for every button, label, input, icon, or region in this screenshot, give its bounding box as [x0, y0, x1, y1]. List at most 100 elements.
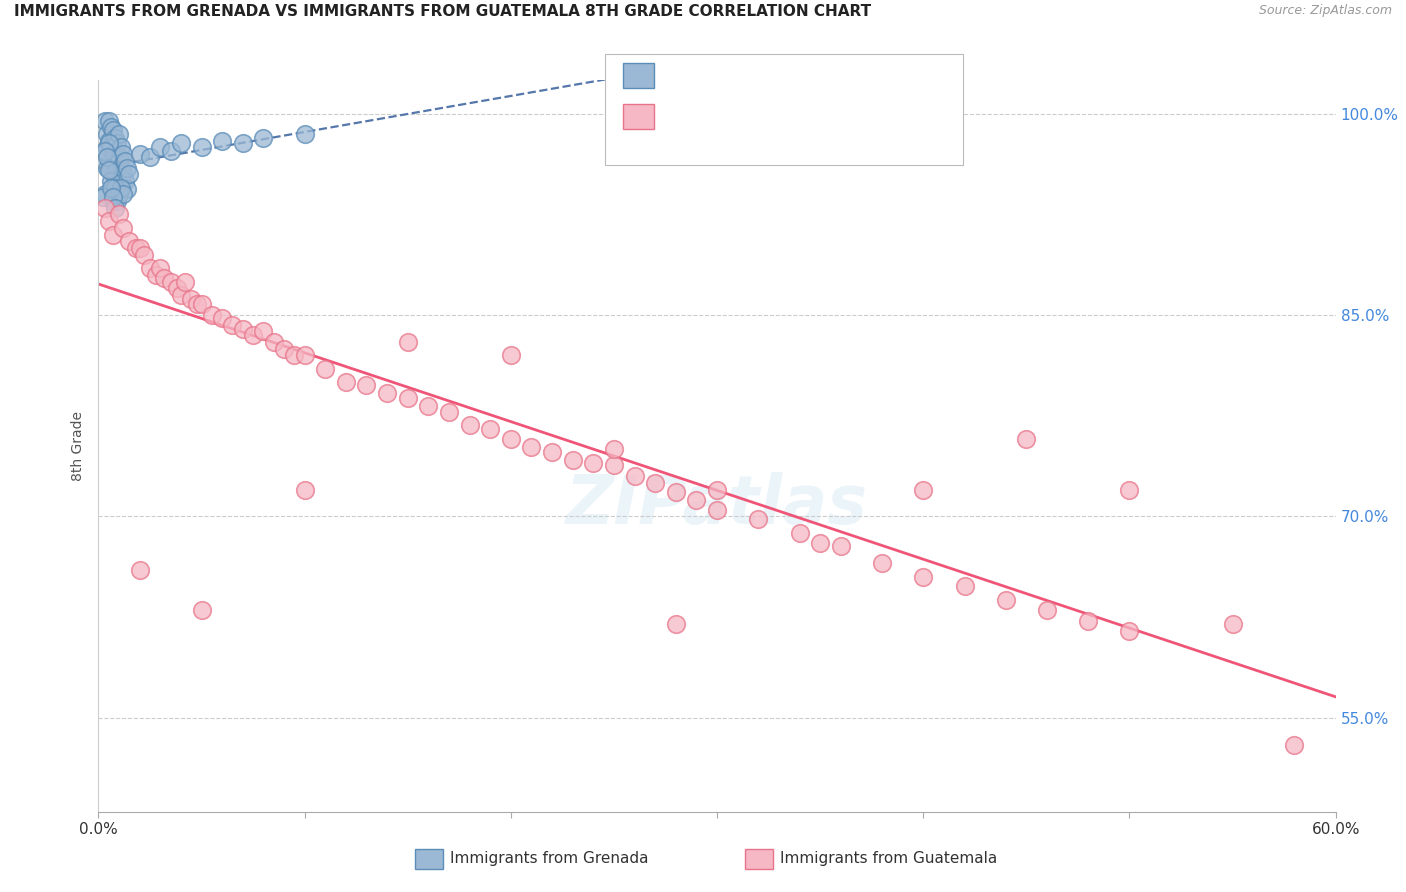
Text: IMMIGRANTS FROM GRENADA VS IMMIGRANTS FROM GUATEMALA 8TH GRADE CORRELATION CHART: IMMIGRANTS FROM GRENADA VS IMMIGRANTS FR…: [14, 4, 872, 20]
Point: [96, 161, 118, 175]
Point: [117, 161, 139, 175]
Text: -0.556: -0.556: [704, 110, 763, 128]
Point: [108, 171, 131, 186]
Point: [706, 483, 728, 497]
Point: [100, 180, 122, 194]
Point: [1036, 603, 1059, 617]
Point: [101, 147, 124, 161]
Point: [149, 261, 172, 276]
Point: [132, 248, 155, 262]
Point: [994, 592, 1017, 607]
Point: [211, 134, 233, 148]
Point: [1077, 614, 1099, 628]
Point: [232, 136, 254, 151]
Text: Immigrants from Guatemala: Immigrants from Guatemala: [780, 851, 998, 865]
Point: [112, 147, 135, 161]
Point: [110, 180, 132, 194]
Point: [437, 405, 460, 419]
Point: [747, 512, 769, 526]
Text: R =: R =: [665, 110, 702, 128]
Point: [273, 342, 295, 356]
Point: [479, 422, 502, 436]
Point: [128, 563, 150, 577]
Point: [582, 456, 605, 470]
Point: [294, 127, 316, 141]
Point: [101, 180, 124, 194]
Point: [190, 140, 212, 154]
Point: [93, 113, 115, 128]
Point: [1015, 432, 1038, 446]
Point: [100, 161, 122, 175]
Point: [232, 321, 254, 335]
Point: [96, 140, 118, 154]
Point: [1118, 624, 1140, 638]
Point: [104, 201, 127, 215]
Point: [912, 483, 935, 497]
Point: [91, 190, 114, 204]
Point: [101, 167, 124, 181]
Text: N =: N =: [780, 110, 828, 128]
Point: [623, 469, 645, 483]
Point: [912, 570, 935, 584]
Point: [112, 221, 135, 235]
Point: [101, 123, 124, 137]
Point: [97, 214, 120, 228]
Point: [499, 348, 522, 362]
Point: [108, 187, 131, 202]
Point: [118, 235, 141, 249]
Point: [561, 453, 583, 467]
Text: Source: ZipAtlas.com: Source: ZipAtlas.com: [1258, 4, 1392, 18]
Point: [294, 348, 316, 362]
Point: [128, 147, 150, 161]
Point: [112, 167, 135, 181]
Point: [263, 334, 285, 349]
Point: [789, 525, 811, 540]
Point: [104, 171, 127, 186]
Y-axis label: 8th Grade: 8th Grade: [72, 411, 86, 481]
Point: [159, 275, 181, 289]
Text: N =: N =: [780, 69, 828, 87]
Point: [170, 136, 193, 151]
Point: [685, 493, 707, 508]
Text: Immigrants from Grenada: Immigrants from Grenada: [450, 851, 648, 865]
Point: [104, 180, 127, 194]
Point: [870, 557, 893, 571]
Point: [139, 150, 162, 164]
Point: [603, 458, 626, 473]
Point: [118, 167, 141, 181]
Point: [104, 150, 127, 164]
Point: [541, 445, 564, 459]
Point: [97, 113, 120, 128]
Point: [108, 150, 131, 164]
Text: ZIPatlas: ZIPatlas: [567, 472, 868, 538]
Point: [294, 483, 316, 497]
Point: [396, 334, 419, 349]
Point: [93, 145, 115, 159]
Point: [242, 328, 264, 343]
Point: [1284, 738, 1306, 752]
Point: [314, 361, 336, 376]
Point: [112, 187, 135, 202]
Point: [211, 310, 233, 325]
Point: [186, 297, 208, 311]
Point: [166, 281, 188, 295]
Point: [114, 153, 136, 168]
Point: [201, 308, 224, 322]
Point: [97, 163, 120, 178]
Point: [104, 131, 127, 145]
Point: [101, 227, 124, 242]
Point: [808, 536, 831, 550]
Point: [180, 292, 202, 306]
Point: [953, 579, 976, 593]
Point: [139, 261, 162, 276]
Point: [153, 270, 176, 285]
Point: [110, 140, 132, 154]
Point: [110, 163, 132, 178]
Point: [97, 153, 120, 168]
Point: [221, 318, 243, 332]
Point: [117, 182, 139, 196]
Point: [105, 136, 128, 151]
Point: [706, 502, 728, 516]
Point: [252, 324, 274, 338]
Point: [520, 440, 543, 454]
